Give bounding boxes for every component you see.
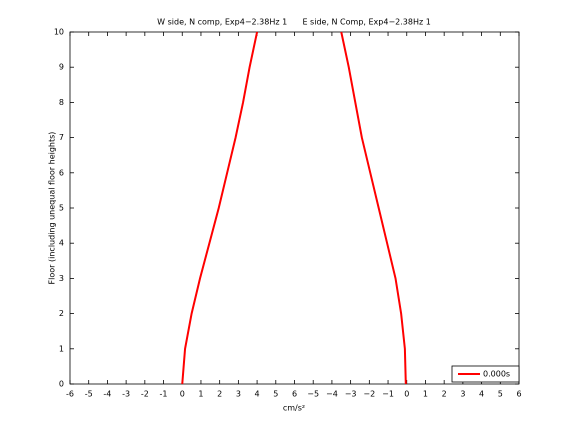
y-tick-label: 8 xyxy=(59,98,64,107)
x-tick-label: 3 xyxy=(236,390,241,399)
x-tick-label: 1 xyxy=(198,390,203,399)
x-tick-label: 2 xyxy=(217,390,222,399)
x-tick-label: −2 xyxy=(363,390,375,399)
x-tick-label: 2 xyxy=(442,390,447,399)
y-tick-label: 1 xyxy=(59,344,64,353)
y-tick-label: 3 xyxy=(59,274,64,283)
x-tick-label: 4 xyxy=(255,390,260,399)
x-tick-label: -2 xyxy=(141,390,149,399)
x-tick-label: 1 xyxy=(423,390,428,399)
y-tick-label: 7 xyxy=(59,133,64,142)
x-tick-label: 5 xyxy=(498,390,503,399)
y-axis-label: Floor (including unequal floor heights) xyxy=(48,132,57,285)
chart-title: W side, N comp, Exp4−2.38Hz 1 E side, N … xyxy=(157,18,431,27)
x-tick-label: -6 xyxy=(66,390,74,399)
x-tick-label: −1 xyxy=(382,390,394,399)
y-tick-label: 9 xyxy=(59,63,64,72)
x-tick-label: -1 xyxy=(160,390,168,399)
y-tick-label: 2 xyxy=(59,309,64,318)
x-tick-label: −4 xyxy=(326,390,338,399)
x-tick-label: 0 xyxy=(180,390,185,399)
y-tick-label: 0 xyxy=(59,380,64,389)
x-tick-label: 6 xyxy=(292,390,297,399)
plot-frame xyxy=(69,31,520,385)
x-tick-label: 0 xyxy=(404,390,409,399)
x-tick-label: −3 xyxy=(345,390,357,399)
x-tick-label: -5 xyxy=(85,390,93,399)
data-line xyxy=(181,31,259,385)
x-tick-label: 5 xyxy=(273,390,278,399)
y-tick-label: 6 xyxy=(59,168,64,177)
y-tick-label: 4 xyxy=(59,239,64,248)
x-tick-label: -3 xyxy=(122,390,130,399)
x-tick-label: 6 xyxy=(516,390,521,399)
legend-label: 0.000s xyxy=(483,370,510,379)
y-tick-label: 5 xyxy=(59,204,64,213)
y-tick-label: 10 xyxy=(54,28,64,37)
legend-box xyxy=(451,365,520,383)
x-tick-label: 4 xyxy=(479,390,484,399)
data-line xyxy=(340,31,407,385)
x-tick-label: -4 xyxy=(103,390,111,399)
x-tick-label: −5 xyxy=(307,390,319,399)
x-tick-label: 3 xyxy=(460,390,465,399)
x-axis-label: cm/s² xyxy=(283,404,305,413)
